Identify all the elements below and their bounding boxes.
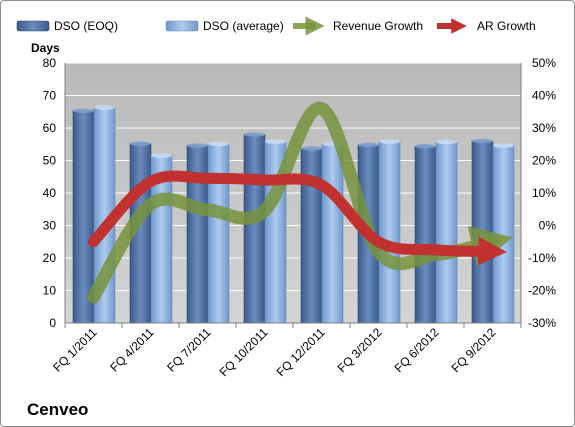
right-tick-label: 0% [539, 219, 557, 233]
left-tick-label: 20 [43, 251, 57, 265]
legend-label: Revenue Growth [333, 19, 423, 33]
bar-cap [208, 141, 229, 147]
legend-swatch-dso-eoq [16, 20, 50, 32]
x-tick-label: FQ 1/2011 [50, 325, 100, 375]
bar-cap [472, 138, 493, 144]
bar-cap [265, 139, 286, 144]
y-axis-title: Days [31, 41, 60, 55]
bar-cap [94, 105, 115, 110]
right-tick-label: 50% [532, 56, 556, 70]
legend-swatch-dso-average [165, 20, 199, 32]
left-tick-label: 80 [43, 56, 57, 70]
x-tick-label: FQ 6/2012 [392, 325, 442, 375]
legend-label: AR Growth [477, 19, 536, 33]
bar-dso-average [321, 143, 344, 324]
bar-cap [244, 132, 265, 137]
bar-cap [73, 108, 94, 113]
bar-dso-average [435, 141, 458, 324]
axes [64, 63, 522, 328]
bars [72, 105, 515, 324]
right-tick-label: 30% [532, 121, 556, 135]
left-tick-label: 70 [43, 89, 57, 103]
bar-dso-eoq [414, 145, 437, 324]
x-tick-label: FQ 10/2011 [217, 325, 271, 379]
x-tick-label: FQ 12/2011 [274, 325, 328, 379]
x-axis-ticks: FQ 1/2011 FQ 4/2011 FQ 7/2011 FQ 10/2011 FQ … [50, 325, 499, 379]
bar-cap [379, 139, 400, 144]
right-tick-label: 40% [532, 89, 556, 103]
bar-cap [130, 141, 151, 146]
left-tick-label: 10 [43, 284, 57, 298]
left-tick-label: 0 [49, 316, 56, 330]
bar-dso-eoq [243, 134, 266, 324]
bar-cap [436, 139, 457, 145]
bar-cap [151, 153, 172, 158]
legend-label: DSO (EOQ) [54, 19, 118, 33]
x-tick-label: FQ 9/2012 [449, 325, 499, 375]
bar-dso-eoq [471, 140, 494, 324]
x-tick-label: FQ 7/2011 [164, 325, 214, 375]
right-tick-label: -20% [528, 284, 556, 298]
x-tick-label: FQ 4/2011 [107, 325, 157, 375]
bar-cap [358, 142, 379, 148]
left-tick-label: 40 [43, 186, 57, 200]
right-tick-label: 10% [532, 186, 556, 200]
left-axis-ticks: 0 10 20 30 40 50 60 70 80 [43, 56, 57, 330]
left-tick-label: 30 [43, 219, 57, 233]
bar-dso-average [492, 145, 515, 324]
revenue-growth-line [87, 101, 513, 304]
x-tick-label: FQ 3/2012 [335, 325, 385, 375]
bar-dso-average [207, 143, 230, 324]
bar-cap [415, 144, 436, 149]
bar-dso-average [378, 141, 401, 324]
legend: DSO (EOQ) DSO (average) Revenue Growth AR G… [16, 16, 536, 36]
legend-label: DSO (average) [203, 19, 284, 33]
bar-cap [301, 146, 322, 151]
bar-cap [493, 143, 514, 148]
right-axis-ticks: -30% -20% -10% 0% 10% 20% 30% 40% 50% [528, 56, 556, 330]
right-tick-label: 20% [532, 154, 556, 168]
company-name: Cenveo [27, 400, 88, 419]
right-tick-label: -10% [528, 251, 556, 265]
ar-growth-line [88, 170, 507, 266]
right-tick-label: -30% [528, 316, 556, 330]
left-tick-label: 60 [43, 121, 57, 135]
left-tick-label: 50 [43, 154, 57, 168]
growth-lines [87, 101, 513, 304]
bar-cap [187, 143, 208, 148]
